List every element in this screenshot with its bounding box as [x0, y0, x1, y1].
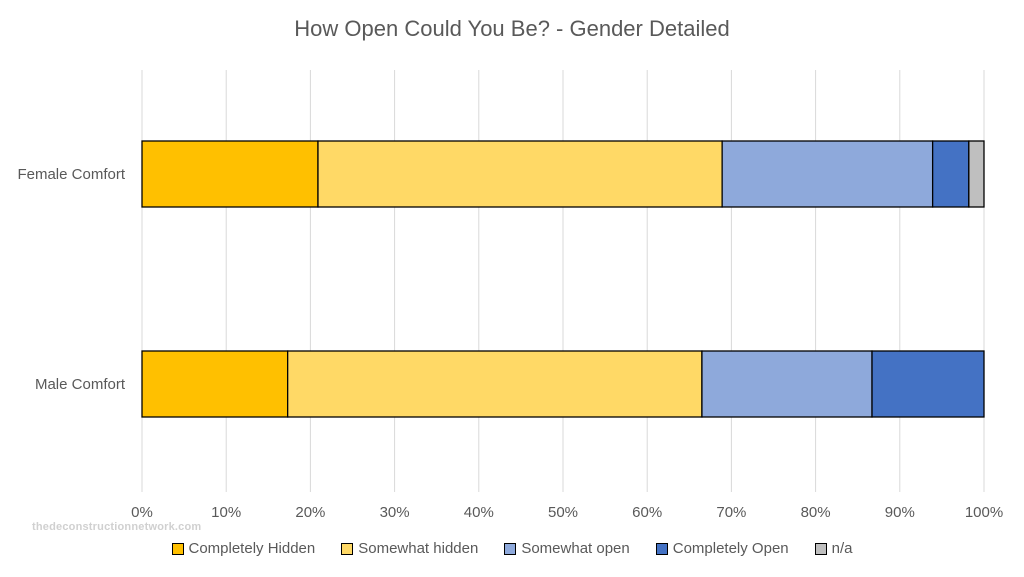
bar-segment-0-2: [721, 140, 934, 208]
legend-swatch: [655, 542, 668, 555]
bar-segment-0-1: [317, 140, 723, 208]
x-tick-label: 80%: [801, 504, 831, 521]
x-tick-label: 10%: [211, 504, 241, 521]
bar-segment-0-0: [141, 140, 319, 208]
x-tick-label: 30%: [380, 504, 410, 521]
category-labels: Female Comfort Male Comfort: [17, 166, 125, 393]
legend-item: n/a: [814, 540, 853, 557]
legend-swatch: [814, 542, 827, 555]
x-tick-label: 50%: [548, 504, 578, 521]
legend-label: Completely Open: [672, 540, 789, 557]
chart-title: How Open Could You Be? - Gender Detailed: [294, 16, 730, 41]
legend-label: Completely Hidden: [188, 540, 316, 557]
category-label: Female Comfort: [17, 166, 125, 183]
legend: Completely Hidden Somewhat hidden Somewhat…: [0, 540, 1024, 557]
category-label: Male Comfort: [35, 376, 126, 393]
x-tick-label: 90%: [885, 504, 915, 521]
x-tick-label: 20%: [295, 504, 325, 521]
watermark: thedeconstructionnetwork.com: [32, 521, 202, 533]
legend-swatch: [341, 542, 354, 555]
x-tick-label: 40%: [464, 504, 494, 521]
bar-segment-0-3: [931, 140, 970, 208]
x-tick-label: 60%: [632, 504, 662, 521]
x-tick-label: 100%: [965, 504, 1003, 521]
legend-item: Completely Open: [655, 540, 789, 557]
bar-segment-1-1: [287, 350, 703, 418]
bar-segment-0-4: [968, 140, 985, 208]
legend-item: Somewhat open: [504, 540, 630, 557]
legend-item: Completely Hidden: [171, 540, 316, 557]
bar-segments: [141, 140, 985, 418]
gridlines: [141, 70, 985, 492]
bar-segment-1-3: [871, 350, 985, 418]
legend-item: Somewhat hidden: [341, 540, 478, 557]
legend-label: n/a: [831, 540, 853, 557]
bar-segment-1-2: [701, 350, 873, 418]
x-tick-label: 70%: [716, 504, 746, 521]
legend-swatch: [171, 542, 184, 555]
x-tick-label: 0%: [131, 504, 153, 521]
bar-segment-1-0: [141, 350, 289, 418]
legend-label: Somewhat open: [521, 540, 630, 557]
legend-label: Somewhat hidden: [358, 540, 479, 557]
x-tick-labels: 0% 10% 20% 30% 40% 50% 60% 70% 80% 90% 100%: [131, 504, 1003, 521]
legend-swatch: [504, 542, 517, 555]
